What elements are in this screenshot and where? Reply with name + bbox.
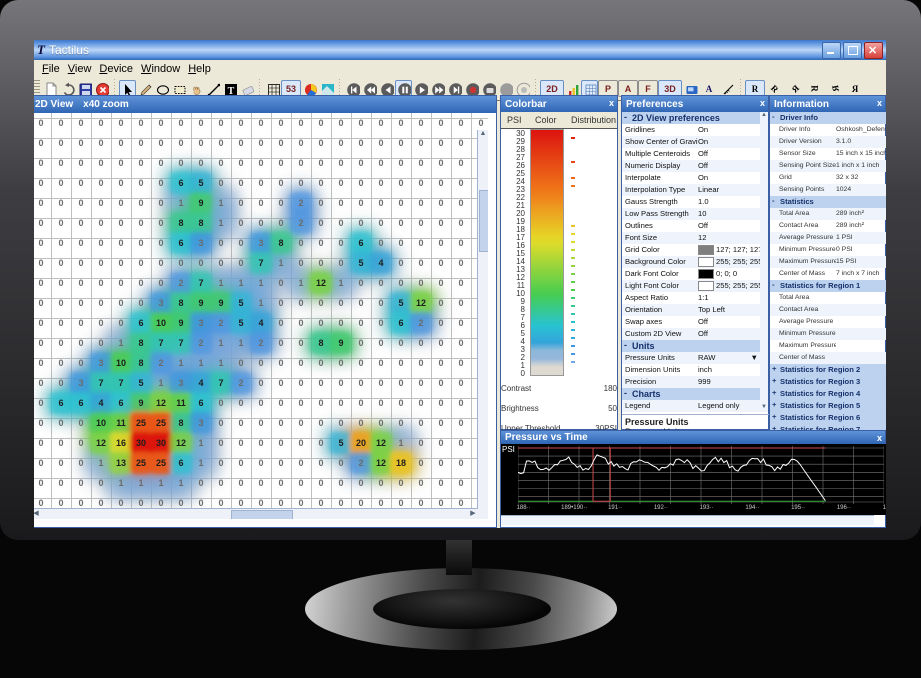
svg-text:T: T bbox=[227, 86, 234, 96]
